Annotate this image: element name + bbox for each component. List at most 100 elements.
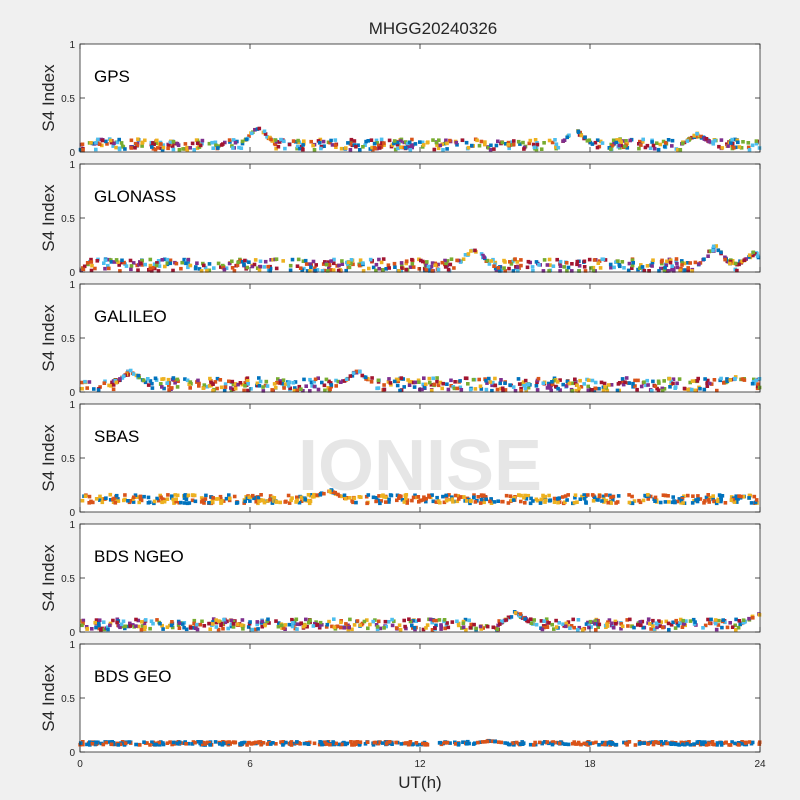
data-point: [320, 380, 324, 385]
data-point: [609, 495, 613, 500]
data-point: [561, 139, 565, 143]
data-point: [717, 618, 721, 623]
data-point: [555, 257, 559, 262]
data-point: [407, 146, 412, 150]
data-point: [547, 138, 552, 143]
data-point: [168, 140, 173, 145]
data-point: [267, 135, 272, 140]
data-point: [646, 617, 651, 621]
data-point: [680, 263, 684, 267]
data-point: [643, 145, 648, 150]
data-point: [346, 260, 351, 265]
data-point: [283, 146, 287, 151]
data-point: [208, 743, 212, 747]
data-point: [616, 382, 621, 386]
data-point: [430, 269, 435, 273]
data-point: [550, 380, 554, 384]
data-point: [363, 375, 368, 380]
data-point: [371, 495, 376, 500]
data-point: [556, 386, 560, 391]
data-point: [182, 257, 186, 262]
data-point: [747, 493, 752, 498]
data-point: [711, 142, 716, 146]
data-point: [286, 493, 291, 498]
data-point: [358, 623, 362, 627]
data-point: [230, 259, 234, 264]
data-point: [678, 621, 682, 625]
data-point: [688, 261, 692, 265]
data-point: [478, 740, 483, 744]
data-point: [657, 381, 661, 385]
data-point: [545, 740, 550, 744]
data-point: [491, 380, 495, 385]
data-point: [95, 259, 100, 263]
data-point: [601, 494, 606, 499]
data-point: [469, 249, 473, 253]
data-point: [243, 384, 247, 388]
data-point: [735, 268, 739, 273]
data-point: [673, 742, 678, 747]
data-point: [160, 377, 164, 381]
data-point: [204, 493, 208, 498]
data-point: [739, 146, 744, 150]
data-point: [668, 258, 673, 262]
data-point: [716, 248, 721, 253]
data-point: [514, 740, 519, 745]
data-point: [352, 740, 357, 744]
data-point: [397, 623, 402, 627]
data-point: [328, 140, 332, 145]
data-point: [404, 496, 408, 501]
data-point: [555, 380, 560, 384]
data-point: [339, 146, 344, 151]
data-point: [732, 500, 737, 504]
data-point: [573, 377, 577, 382]
data-point: [308, 269, 312, 273]
data-point: [646, 497, 650, 501]
data-point: [216, 261, 221, 266]
data-point: [404, 146, 408, 150]
data-point: [600, 740, 605, 745]
data-point: [421, 627, 426, 632]
data-point: [166, 377, 171, 382]
data-point: [589, 625, 593, 629]
data-point: [477, 143, 482, 148]
data-point: [269, 258, 273, 262]
data-point: [466, 145, 471, 150]
data-point: [400, 266, 404, 270]
data-point: [443, 626, 447, 631]
data-point: [522, 495, 526, 500]
data-point: [473, 500, 478, 504]
data-point: [678, 268, 682, 273]
data-point: [99, 627, 103, 632]
data-point: [183, 377, 187, 381]
data-point: [558, 259, 563, 264]
data-point: [616, 259, 620, 263]
data-point: [230, 379, 235, 384]
data-point: [534, 622, 539, 627]
data-point: [273, 138, 278, 142]
data-point: [563, 494, 568, 498]
data-point: [170, 742, 174, 747]
data-point: [165, 257, 170, 262]
data-point: [150, 386, 155, 390]
data-point: [440, 142, 444, 146]
data-point: [419, 258, 423, 263]
data-point: [424, 499, 428, 504]
data-point: [458, 379, 462, 383]
data-point: [135, 141, 140, 146]
data-point: [524, 497, 529, 501]
data-point: [597, 743, 601, 747]
data-point: [80, 623, 84, 628]
plot-area: [80, 284, 760, 392]
data-point: [392, 139, 397, 143]
data-point: [413, 493, 417, 498]
data-point: [121, 145, 126, 149]
data-point: [611, 498, 615, 502]
data-point: [441, 381, 445, 386]
data-point: [689, 387, 694, 392]
data-point: [322, 144, 326, 148]
data-point: [552, 500, 557, 504]
data-point: [752, 377, 756, 382]
data-point: [489, 143, 493, 148]
data-point: [265, 135, 269, 139]
